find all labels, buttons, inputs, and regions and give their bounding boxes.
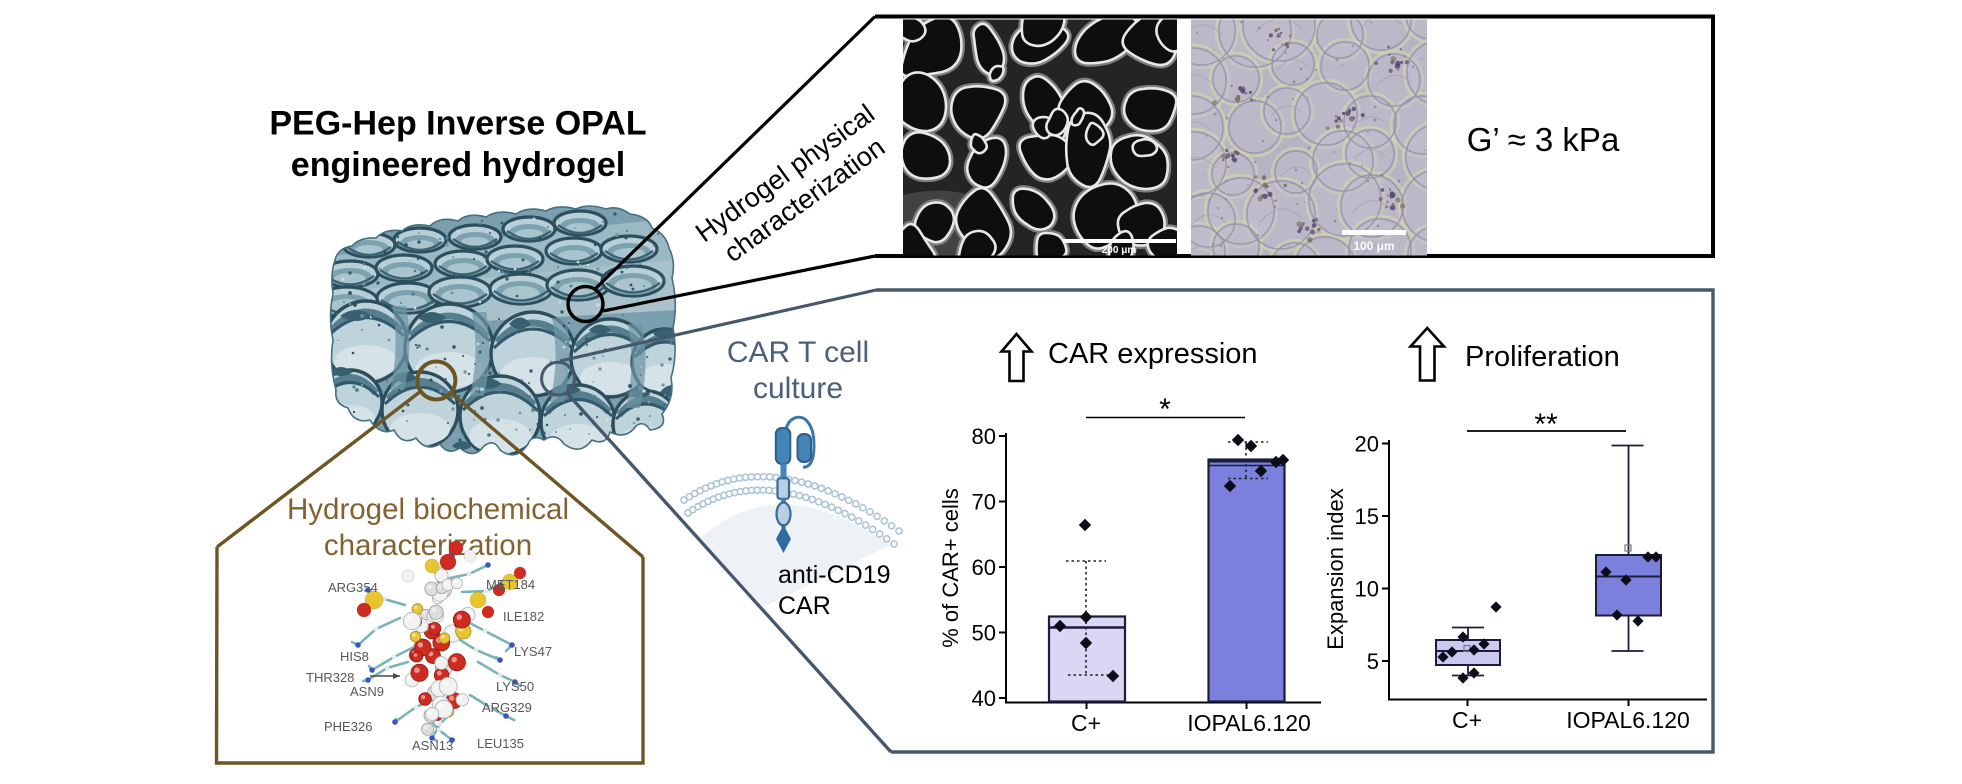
svg-text:ASN13: ASN13 <box>412 738 453 753</box>
svg-text:80: 80 <box>972 424 996 449</box>
svg-text:PEG-Hep Inverse OPAL: PEG-Hep Inverse OPAL <box>269 105 646 143</box>
svg-text:HIS8: HIS8 <box>340 649 369 664</box>
svg-text:PHE326: PHE326 <box>324 719 372 734</box>
svg-text:100 μm: 100 μm <box>1353 239 1394 253</box>
svg-text:10: 10 <box>1355 577 1379 602</box>
svg-text:CAR: CAR <box>778 592 831 620</box>
svg-text:70: 70 <box>972 490 996 515</box>
svg-text:15: 15 <box>1355 504 1379 529</box>
svg-text:ASN9: ASN9 <box>350 684 384 699</box>
svg-text:IOPAL6.120: IOPAL6.120 <box>1187 710 1311 736</box>
svg-text:LYS47: LYS47 <box>514 644 552 659</box>
svg-text:CAR expression: CAR expression <box>1048 338 1258 370</box>
svg-text:Proliferation: Proliferation <box>1465 341 1620 373</box>
svg-text:ARG329: ARG329 <box>482 700 532 715</box>
svg-text:5: 5 <box>1367 649 1379 674</box>
svg-text:Hydrogel biochemical: Hydrogel biochemical <box>287 493 569 526</box>
svg-text:THR328: THR328 <box>306 670 354 685</box>
svg-text:Expansion index: Expansion index <box>1323 488 1348 649</box>
svg-text:C+: C+ <box>1071 710 1101 736</box>
svg-text:G’ ≈ 3 kPa: G’ ≈ 3 kPa <box>1467 121 1620 158</box>
svg-text:*: * <box>1159 393 1171 426</box>
svg-text:ARG354: ARG354 <box>328 580 378 595</box>
svg-text:LEU135: LEU135 <box>477 736 524 751</box>
svg-text:40: 40 <box>972 686 996 711</box>
svg-text:20: 20 <box>1355 432 1379 457</box>
svg-text:MET184: MET184 <box>486 577 535 592</box>
svg-text:60: 60 <box>972 555 996 580</box>
svg-text:50: 50 <box>972 621 996 646</box>
svg-text:engineered hydrogel: engineered hydrogel <box>291 146 625 184</box>
svg-text:C+: C+ <box>1452 707 1482 733</box>
svg-text:% of CAR+ cells: % of CAR+ cells <box>938 488 963 648</box>
svg-text:anti-CD19: anti-CD19 <box>778 561 891 589</box>
svg-text:ILE182: ILE182 <box>503 609 544 624</box>
svg-text:IOPAL6.120: IOPAL6.120 <box>1566 707 1690 733</box>
svg-text:LYS50: LYS50 <box>496 679 534 694</box>
svg-text:200 μm: 200 μm <box>1102 245 1137 256</box>
svg-text:characterization: characterization <box>324 529 532 562</box>
svg-text:**: ** <box>1534 408 1558 441</box>
svg-text:culture: culture <box>753 372 843 405</box>
svg-text:CAR T cell: CAR T cell <box>727 336 869 369</box>
